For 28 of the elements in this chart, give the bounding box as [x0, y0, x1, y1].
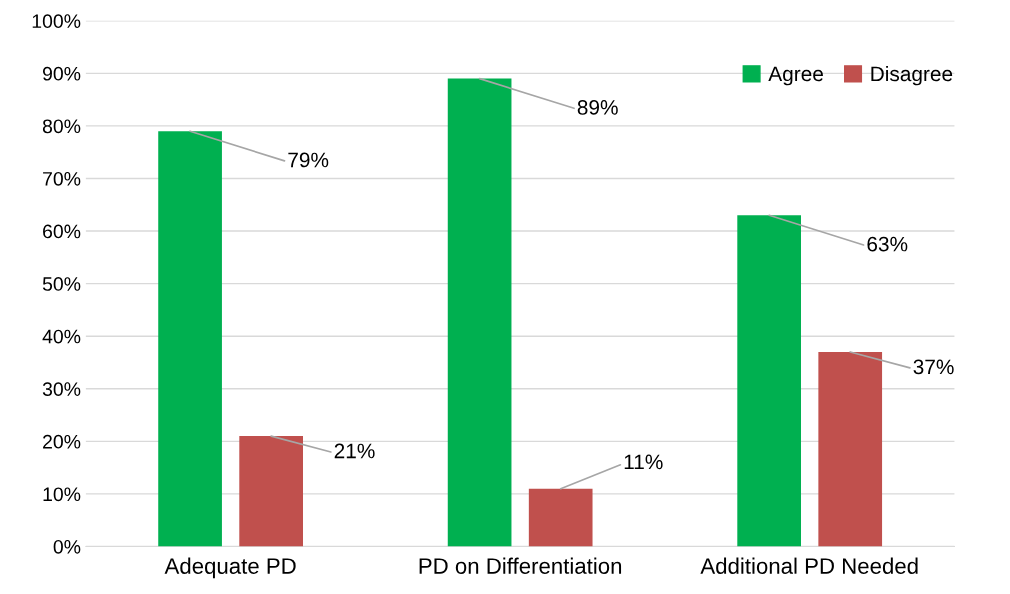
data-label: 11%: [624, 454, 663, 470]
bar: [737, 215, 801, 547]
y-tick-label: 90%: [42, 66, 81, 81]
y-tick-label: 80%: [42, 119, 81, 134]
bar: [239, 436, 303, 547]
bar: [528, 488, 593, 547]
x-tick-label: Additional PD Needed: [700, 557, 918, 574]
y-tick-label: 100%: [32, 14, 81, 29]
y-tick-label: 10%: [43, 487, 81, 502]
legend-label: Agree: [768, 66, 823, 86]
x-tick-label: PD on Differentiation: [419, 557, 622, 574]
data-label: 37%: [913, 359, 954, 375]
bar: [447, 78, 512, 547]
y-tick-label: 30%: [42, 382, 81, 397]
bar: [158, 131, 222, 547]
data-label: 79%: [288, 152, 329, 168]
bar: [818, 351, 883, 547]
data-label: 89%: [577, 100, 618, 115]
x-tick-label: Adequate PD: [164, 557, 296, 579]
y-tick-label: 40%: [42, 329, 81, 344]
legend-label: Disagree: [871, 65, 953, 86]
data-label: 21%: [334, 443, 375, 459]
y-tick-label: 60%: [43, 224, 81, 239]
data-label: 63%: [867, 236, 908, 252]
y-tick-label: 70%: [43, 171, 81, 186]
y-tick-label: 20%: [43, 434, 81, 449]
y-tick-label: 50%: [42, 277, 81, 291]
y-tick-label: 0%: [53, 539, 81, 554]
